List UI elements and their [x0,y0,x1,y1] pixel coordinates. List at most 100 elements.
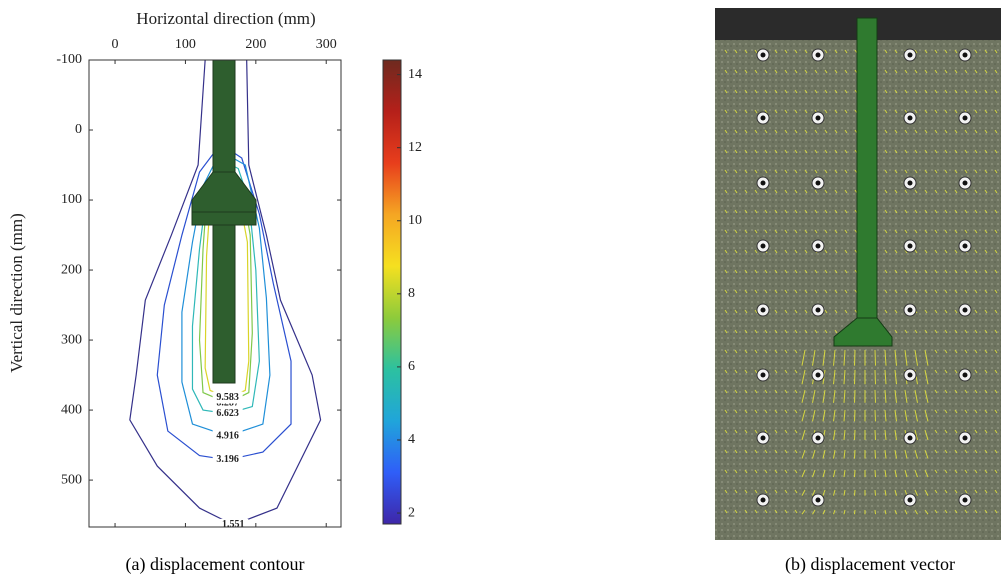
vector [744,209,748,214]
vector [754,489,758,494]
vector [924,489,929,496]
vector [843,369,846,385]
vector [884,189,888,194]
vector [934,229,938,234]
vector [954,409,958,414]
vector [894,109,898,114]
vector [994,189,998,194]
vector [954,229,958,234]
vector [801,349,806,366]
vector [974,369,978,374]
vector [812,449,816,459]
vector [812,469,816,478]
marker-center [907,497,913,503]
vector [833,489,836,496]
vector [833,469,836,478]
vector [924,449,929,459]
vector [934,169,938,174]
vector [924,409,929,422]
vector [944,89,948,94]
vector [774,429,778,434]
vector [744,269,748,274]
vector [843,469,846,478]
vector [894,249,898,254]
vector [754,509,758,514]
vector [914,229,918,234]
vector [964,409,968,414]
vector [812,389,816,403]
vector [774,149,778,154]
vector [944,209,948,214]
vector [994,369,998,374]
vector [884,309,888,314]
vector [964,169,968,174]
vector [974,69,978,74]
vector [784,169,788,174]
vector [834,49,838,54]
vector [754,69,758,74]
vector [794,429,798,434]
vector [724,429,728,434]
vector [784,89,788,94]
vector [834,149,838,154]
vector [914,449,918,459]
colorbar-tick-label: 4 [408,432,415,447]
vector [954,349,958,354]
vector [934,409,938,414]
vector [754,369,758,374]
vector [904,189,908,194]
vector [904,209,908,214]
vector [984,129,988,134]
vector [774,249,778,254]
vector [824,149,828,154]
vector [984,209,988,214]
vector [744,489,748,494]
vector [844,129,848,134]
vector [764,509,768,514]
vector [944,129,948,134]
vector [874,469,876,478]
vector [843,409,846,422]
vector [894,409,897,422]
vector [944,149,948,154]
vector [894,209,898,214]
vector [844,49,848,54]
vector [934,69,938,74]
vector [784,189,788,194]
vector [954,49,958,54]
vector [784,109,788,114]
vector [974,229,978,234]
vector [724,209,728,214]
vector [994,169,998,174]
marker-center [907,180,913,186]
vector [774,169,778,174]
vector [844,89,848,94]
marker-center [815,435,821,441]
vector [843,509,846,515]
vector [904,69,908,74]
vector [934,509,938,514]
vector [964,89,968,94]
vector [994,429,998,434]
vector [794,409,798,414]
vector [764,429,768,434]
vector [724,469,728,474]
vector [734,309,738,314]
vector [974,149,978,154]
vector [844,169,848,174]
vector [804,289,808,294]
vector [944,69,948,74]
vector [833,429,836,441]
vector [884,69,888,74]
vector [944,449,948,454]
vector [954,189,958,194]
vector [754,289,758,294]
vector [884,89,888,94]
marker-center [962,307,968,313]
vector [794,49,798,54]
y-tick-label: 500 [61,472,82,487]
vector [794,149,798,154]
vector [824,229,828,234]
vector [884,369,887,385]
vector [974,89,978,94]
